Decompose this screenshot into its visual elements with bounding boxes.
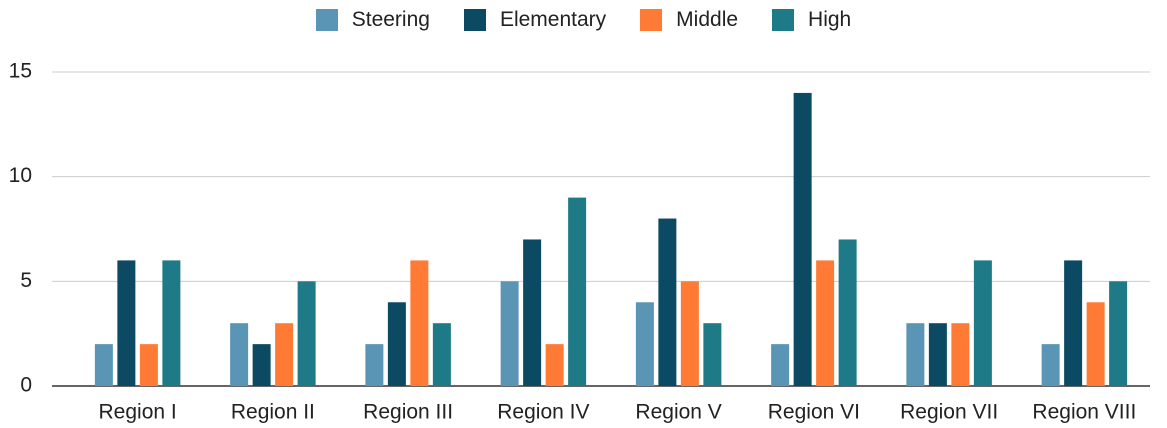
bar [680,281,699,386]
x-tick-label: Region V [635,401,721,424]
y-tick-label: 5 [20,269,32,292]
y-tick-label: 10 [9,164,32,187]
x-tick-label: Region VI [768,401,860,424]
bar [771,344,790,386]
legend-item: High [772,8,851,32]
y-tick-label: 15 [9,60,32,83]
bar [387,302,406,386]
bar [410,260,429,386]
legend-swatch [772,9,795,31]
bar [658,218,677,386]
bar [906,323,925,386]
bar [500,281,519,386]
legend-label: High [808,8,852,31]
bar [816,260,835,386]
x-tick-label: Region VII [900,401,998,424]
x-tick-label: Region II [231,401,315,424]
legend-item: Middle [640,8,738,32]
bar [523,239,542,386]
bar [973,260,992,386]
bar [230,323,249,386]
bar [1109,281,1128,386]
legend-label: Middle [676,8,739,31]
bar [94,344,113,386]
bar [117,260,136,386]
bar [635,302,654,386]
bar [252,344,271,386]
bar [568,197,587,386]
bar [297,281,316,386]
bar [545,344,564,386]
x-tick-label: Region I [99,401,177,424]
bar [793,92,812,386]
bar [1086,302,1105,386]
x-tick-label: Region VIII [1032,401,1136,424]
legend-swatch [640,9,663,31]
bar [162,260,181,386]
legend-swatch [315,9,338,31]
legend-swatch [463,9,486,31]
legend-item: Elementary [463,8,607,32]
y-tick-label: 0 [20,374,32,397]
bar [365,344,384,386]
legend: Steering Elementary Middle High [0,8,1167,32]
bar [139,344,158,386]
bar [275,323,294,386]
bar [928,323,947,386]
x-tick-label: Region IV [497,401,589,424]
legend-item: Steering [315,8,430,32]
x-tick-label: Region III [363,401,453,424]
bar [1064,260,1083,386]
bar [432,323,451,386]
bar [1041,344,1060,386]
bar [951,323,970,386]
legend-label: Elementary [499,8,607,31]
bar [838,239,857,386]
legend-label: Steering [351,8,430,31]
bar [703,323,722,386]
